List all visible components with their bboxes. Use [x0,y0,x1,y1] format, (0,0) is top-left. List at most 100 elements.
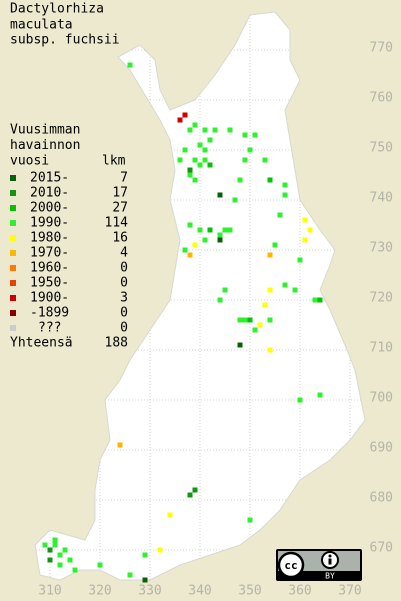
x-tick-label: 340 [188,584,211,599]
observation-square [247,517,253,523]
x-tick-label: 310 [38,584,61,599]
x-tick-label: 370 [338,584,361,599]
legend-swatch [10,175,16,181]
y-tick-label: 770 [370,41,393,56]
observation-square [252,132,258,138]
observation-square [217,192,223,198]
observation-square [57,552,63,558]
by-icon-head [328,554,332,558]
observation-square [117,442,123,448]
observation-square [52,537,58,543]
observation-square [202,147,208,153]
y-tick-label: 720 [370,291,393,306]
license-badge: cc BY [276,549,362,581]
observation-square [192,242,198,248]
observation-square [182,147,188,153]
legend-count: 114 [105,216,129,231]
legend-count: 0 [120,321,128,336]
legend-swatch [10,280,16,286]
observation-square [202,127,208,133]
legend-label: -1899 [30,306,69,321]
observation-square [217,297,223,303]
observation-square [317,392,323,398]
observation-square [247,317,253,323]
observation-square [267,347,273,353]
observation-square [227,127,233,133]
observation-square [222,287,228,293]
by-icon-body [328,558,332,565]
legend-count-header: lkm [102,154,126,169]
observation-square [187,127,193,133]
observation-square [262,302,268,308]
observation-square [277,212,283,218]
legend-label: 2000- [30,201,69,216]
legend-swatch [10,295,16,301]
observation-square [292,287,298,293]
observation-square [207,227,213,233]
observations [42,62,323,583]
observation-square [192,487,198,493]
observation-square [127,572,133,578]
observation-square [222,227,228,233]
observation-square [267,287,273,293]
legend-label: 1970- [30,246,69,261]
observation-square [232,197,238,203]
observation-square [192,157,198,163]
legend-count: 4 [120,246,128,261]
legend-swatch [10,250,16,256]
x-tick-label: 350 [238,584,261,599]
observation-square [187,167,193,173]
observation-square [52,542,58,548]
legend-count: 7 [120,171,128,186]
observation-square [262,157,268,163]
y-tick-label: 760 [370,91,393,106]
observation-square [47,547,53,553]
observation-square [282,192,288,198]
legend-label: 1990- [30,216,69,231]
observation-square [297,397,303,403]
observation-square [182,112,188,118]
legend-count: 0 [120,306,128,321]
observation-square [187,492,193,498]
observation-square [42,542,48,548]
y-tick-label: 740 [370,191,393,206]
observation-square [167,512,173,518]
observation-square [237,177,243,183]
legend-count: 16 [112,231,128,246]
observation-square [272,242,278,248]
legend-swatch [10,325,16,331]
cc-icon [277,551,305,579]
legend-count: 0 [120,276,128,291]
observation-square [197,162,203,168]
observation-square [177,117,183,123]
legend-label: 1980- [30,231,69,246]
observation-square [127,62,133,68]
observation-square [217,232,223,238]
observation-square [72,567,78,573]
title-line: Dactylorhiza [10,2,104,17]
y-tick-label: 670 [370,541,393,556]
legend-header: Vuusimman [10,123,80,138]
observation-square [257,322,263,328]
legend-swatch [10,220,16,226]
observation-square [242,317,248,323]
observation-square [207,162,213,168]
y-tick-label: 680 [370,491,393,506]
observation-square [187,252,193,258]
license-text: BY [325,572,335,581]
legend-label: ??? [38,321,61,336]
observation-square [182,247,188,253]
observation-square [242,157,248,163]
x-tick-label: 330 [138,584,161,599]
observation-square [142,552,148,558]
observation-square [227,227,233,233]
legend-label: 2010- [30,186,69,201]
observation-square [192,122,198,128]
legend-label: 2015- [30,171,69,186]
observation-square [282,182,288,188]
title-line: subsp. fuchsii [10,33,120,48]
x-tick-label: 360 [288,584,311,599]
observation-square [187,222,193,228]
observation-square [47,557,53,563]
